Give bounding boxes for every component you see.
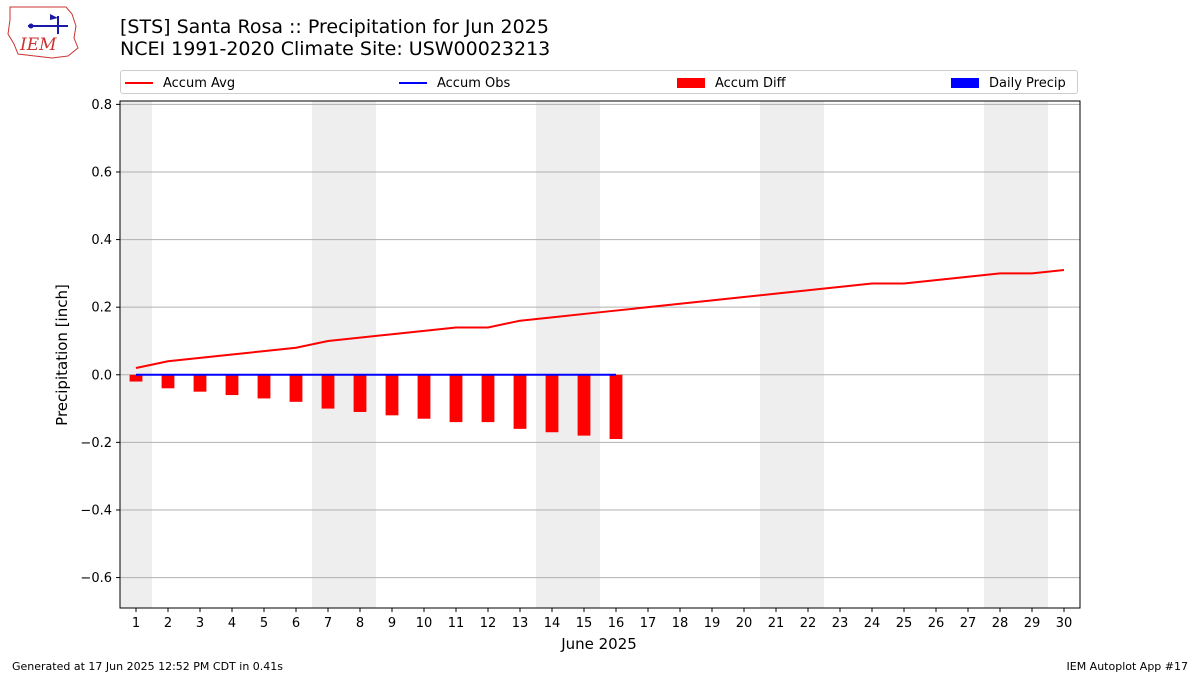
diff-bar (449, 374, 463, 423)
plot-frame (119, 100, 1081, 609)
x-tick-label: 10 (416, 616, 433, 631)
x-tick-label: 7 (324, 616, 332, 631)
diff-bar (577, 374, 591, 436)
legend-swatch (125, 82, 153, 84)
y-axis-ticks: −0.6 −0.4 −0.2 0.0 0.2 0.4 0.6 0.8 (80, 98, 120, 586)
weekend-bands (120, 101, 1048, 608)
x-tick-label: 5 (260, 616, 268, 631)
x-tick-label: 22 (800, 616, 817, 631)
y-tick-label: −0.2 (80, 436, 112, 451)
x-tick-label: 26 (928, 616, 945, 631)
generated-footer: Generated at 17 Jun 2025 12:52 PM CDT in… (12, 660, 284, 673)
diff-bar (353, 374, 367, 412)
x-tick-label: 2 (164, 616, 172, 631)
x-tick-label: 3 (196, 616, 204, 631)
diff-bar (417, 374, 431, 419)
x-tick-label: 24 (864, 616, 881, 631)
weekend-band (536, 101, 600, 608)
diff-bar (513, 374, 527, 429)
x-tick-label: 21 (768, 616, 785, 631)
x-tick-label: 25 (896, 616, 913, 631)
x-tick-label: 8 (356, 616, 364, 631)
diff-bar (289, 374, 303, 402)
legend-swatch (399, 82, 427, 84)
chart-title: [STS] Santa Rosa :: Precipitation for Ju… (120, 16, 550, 60)
diff-bar (481, 374, 495, 423)
legend-item: Accum Avg (125, 74, 235, 92)
legend-label: Accum Obs (437, 75, 511, 91)
legend-item: Accum Diff (677, 74, 786, 92)
x-axis-ticks: 1 2 3 4 5 6 7 8 9 10 11 12 13 14 15 16 17 18 19 20 21 22 23 24 2… (132, 608, 1072, 631)
x-tick-label: 23 (832, 616, 849, 631)
series-lines (135, 269, 1065, 376)
x-tick-label: 28 (992, 616, 1009, 631)
legend-swatch (677, 78, 705, 88)
y-tick-label: 0.8 (91, 98, 112, 113)
y-tick-label: 0.4 (91, 233, 112, 248)
x-tick-label: 12 (480, 616, 497, 631)
diff-bar (609, 374, 623, 439)
diff-bar (545, 374, 559, 433)
x-tick-label: 29 (1024, 616, 1041, 631)
legend-label: Accum Avg (163, 75, 236, 91)
legend-item: Accum Obs (399, 74, 510, 92)
x-tick-label: 17 (640, 616, 657, 631)
y-tick-label: 0.2 (91, 301, 112, 316)
y-tick-label: −0.6 (80, 571, 112, 586)
x-tick-label: 27 (960, 616, 977, 631)
diff-bar (321, 374, 335, 409)
x-axis-label: June 2025 (560, 635, 637, 653)
x-tick-label: 6 (292, 616, 300, 631)
x-tick-label: 1 (132, 616, 140, 631)
chart-legend: Accum Avg Accum Obs Accum Diff Daily Precip (120, 70, 1078, 94)
x-tick-label: 13 (512, 616, 529, 631)
x-tick-label: 14 (544, 616, 561, 631)
legend-label: Accum Diff (715, 75, 786, 91)
x-tick-label: 16 (608, 616, 625, 631)
diff-bar (225, 374, 239, 396)
weekend-band (760, 101, 824, 608)
legend-swatch (951, 78, 979, 88)
weekend-band (120, 101, 152, 608)
logo-text: IEM (19, 35, 57, 55)
diff-bar (161, 374, 175, 389)
title-line-2: NCEI 1991-2020 Climate Site: USW00023213 (120, 38, 551, 60)
x-tick-label: 15 (576, 616, 593, 631)
legend-label: Daily Precip (989, 75, 1066, 91)
diff-bar (193, 374, 207, 392)
weekend-band (984, 101, 1048, 608)
y-axis-label: Precipitation [inch] (53, 284, 71, 426)
iem-logo: IEM (6, 4, 82, 60)
x-tick-label: 30 (1056, 616, 1073, 631)
y-tick-label: 0.0 (91, 368, 112, 383)
x-tick-label: 19 (704, 616, 721, 631)
y-tick-label: 0.6 (91, 165, 112, 180)
diff-bar (257, 374, 271, 399)
x-tick-label: 4 (228, 616, 236, 631)
diff-bar (129, 374, 143, 382)
diff-bar (385, 374, 399, 416)
accum-avg-line (135, 269, 1065, 369)
x-tick-label: 20 (736, 616, 753, 631)
x-tick-label: 9 (388, 616, 396, 631)
weekend-band (312, 101, 376, 608)
iem-logo-graphic: IEM (7, 6, 79, 59)
x-tick-label: 11 (448, 616, 465, 631)
diff-bars (129, 374, 623, 439)
title-line-1: [STS] Santa Rosa :: Precipitation for Ju… (120, 16, 549, 38)
y-tick-label: −0.4 (80, 503, 112, 518)
x-tick-label: 18 (672, 616, 689, 631)
legend-item: Daily Precip (951, 74, 1066, 92)
app-footer: IEM Autoplot App #17 (1066, 660, 1189, 673)
